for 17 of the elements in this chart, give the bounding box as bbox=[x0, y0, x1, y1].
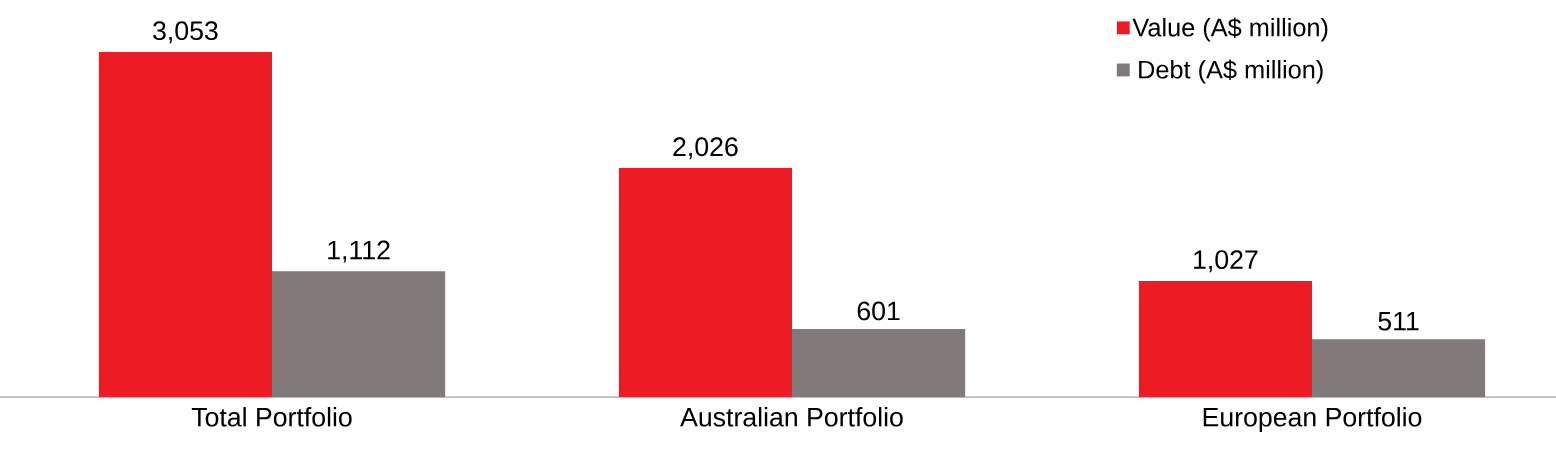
legend-label: Debt (A$ million) bbox=[1139, 59, 1323, 84]
bar bbox=[1312, 339, 1486, 397]
bar bbox=[618, 168, 793, 397]
legend-label: Value (A$ million) bbox=[1132, 17, 1328, 42]
data-label: 1,027 bbox=[1194, 250, 1258, 273]
bar bbox=[1138, 280, 1313, 397]
x-tick-label: Total Portfolio bbox=[191, 407, 352, 427]
data-label: 511 bbox=[1378, 311, 1419, 331]
x-tick-label: Australian Portfolio bbox=[680, 407, 903, 427]
bar bbox=[792, 329, 966, 397]
data-label: 3,053 bbox=[153, 21, 218, 44]
data-label: 601 bbox=[857, 301, 900, 321]
bar bbox=[98, 52, 272, 397]
data-label: 1,112 bbox=[328, 240, 390, 263]
data-label: 2,026 bbox=[673, 137, 738, 160]
x-tick-label: European Portfolio bbox=[1203, 407, 1422, 432]
bar bbox=[272, 271, 446, 397]
